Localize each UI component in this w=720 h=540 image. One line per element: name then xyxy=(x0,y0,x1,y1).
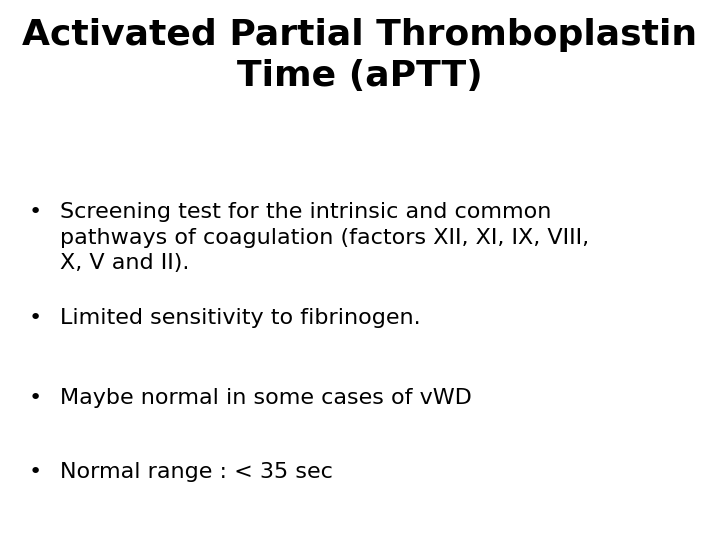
Text: Limited sensitivity to fibrinogen.: Limited sensitivity to fibrinogen. xyxy=(60,308,420,328)
Text: •: • xyxy=(28,388,42,408)
Text: •: • xyxy=(28,462,42,482)
Text: •: • xyxy=(28,308,42,328)
Text: Activated Partial Thromboplastin
Time (aPTT): Activated Partial Thromboplastin Time (a… xyxy=(22,18,698,93)
Text: Maybe normal in some cases of vWD: Maybe normal in some cases of vWD xyxy=(60,388,472,408)
Text: Normal range : < 35 sec: Normal range : < 35 sec xyxy=(60,462,333,482)
Text: Screening test for the intrinsic and common
pathways of coagulation (factors XII: Screening test for the intrinsic and com… xyxy=(60,202,589,273)
Text: •: • xyxy=(28,202,42,222)
